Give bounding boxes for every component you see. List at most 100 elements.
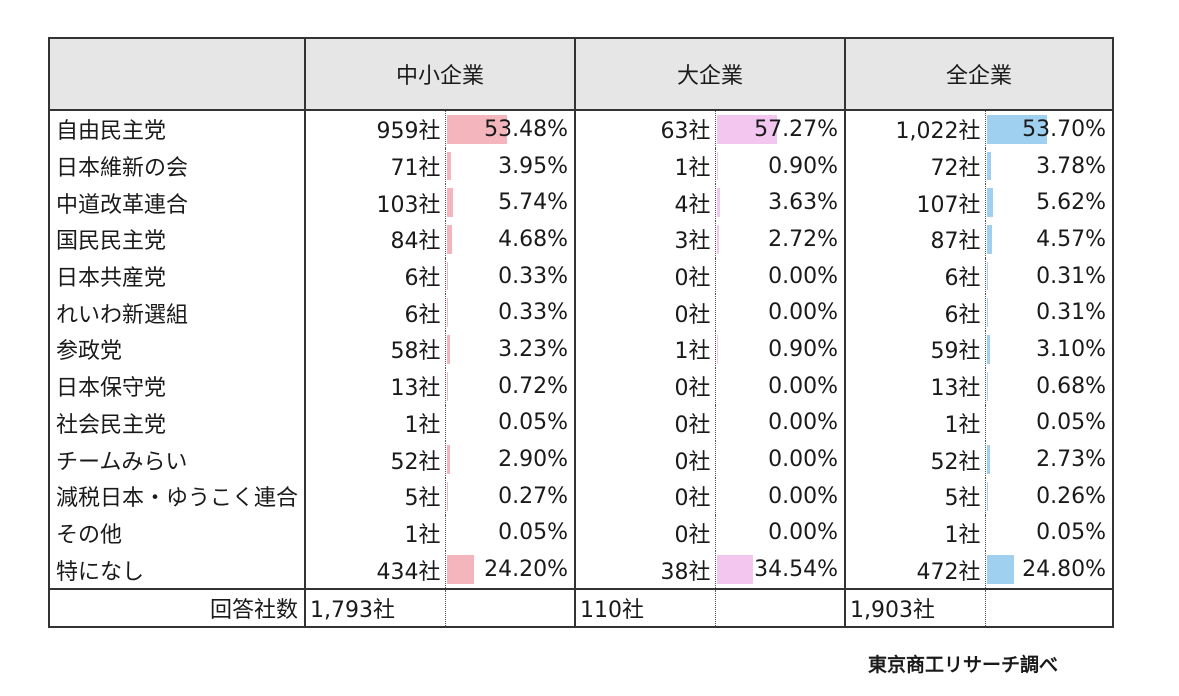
small-percent-bar (446, 555, 474, 584)
small-percent-cell: 53.48% (445, 110, 575, 148)
large-percent-bar (716, 151, 718, 181)
small-percent-cell: 5.74% (445, 184, 575, 221)
survey-table: 中小企業 大企業 全企業 自由民主党 959社 53.48% 63社 57.27% 1,0… (48, 37, 1114, 628)
small-percent-cell: 3.23% (445, 331, 575, 368)
small-count-cell: 434社 (304, 551, 446, 589)
small-count-cell: 6社 (304, 257, 446, 295)
party-name: 減税日本・ゆうこく連合 (56, 486, 299, 512)
large-percent-label: 34.54% (754, 557, 838, 583)
table-row: 社会民主党 1社 0.05% 0社 0.00% 1社 0.05% (49, 404, 1113, 442)
large-count-cell: 63社 (574, 110, 716, 148)
all-percent-label: 4.57% (1036, 226, 1106, 252)
party-name: 国民民主党 (56, 229, 167, 255)
all-percent-cell: 2.73% (985, 441, 1113, 478)
total-large-count: 110社 (574, 587, 716, 627)
party-name: 日本保守党 (56, 376, 167, 402)
large-percent-cell: 0.90% (715, 148, 845, 185)
header-row: 中小企業 大企業 全企業 (49, 38, 1113, 111)
small-percent-label: 0.27% (498, 483, 568, 509)
small-count-cell: 959社 (304, 110, 446, 148)
large-count-cell: 1社 (574, 331, 716, 368)
all-count-cell: 72社 (844, 147, 986, 185)
small-percent-cell: 0.72% (445, 368, 575, 405)
all-percent-bar (986, 115, 1047, 144)
small-count-cell: 6社 (304, 294, 446, 332)
small-percent-cell: 0.05% (445, 405, 575, 442)
small-percent-cell: 2.90% (445, 441, 575, 478)
large-count-cell: 0社 (574, 294, 716, 332)
all-count-cell: 59社 (844, 331, 986, 368)
all-percent-bar (986, 151, 991, 181)
all-percent-label: 0.05% (1036, 410, 1106, 436)
table-row: 減税日本・ゆうこく連合 5社 0.27% 0社 0.00% 5社 0.26% (49, 477, 1113, 515)
small-percent-label: 0.05% (498, 520, 568, 546)
all-percent-label: 0.31% (1036, 300, 1106, 326)
small-percent-bar (446, 445, 450, 474)
table-row: 日本維新の会 71社 3.95% 1社 0.90% 72社 3.78% (49, 147, 1113, 185)
small-percent-label: 0.05% (498, 410, 568, 436)
all-count-cell: 52社 (844, 441, 986, 478)
large-percent-label: 0.00% (768, 300, 838, 326)
small-percent-bar (446, 115, 507, 144)
all-percent-cell: 0.68% (985, 368, 1113, 405)
total-row: 回答社数 1,793社 110社 1,903社 (49, 587, 1113, 627)
small-percent-label: 3.95% (498, 153, 568, 179)
large-count-cell: 4社 (574, 184, 716, 222)
all-percent-label: 0.26% (1036, 483, 1106, 509)
small-count-cell: 84社 (304, 221, 446, 258)
small-percent-cell: 0.05% (445, 515, 575, 552)
large-percent-cell: 0.00% (715, 368, 845, 405)
small-percent-label: 0.33% (498, 263, 568, 289)
party-name: チームみらい (56, 449, 188, 475)
table-row: 日本保守党 13社 0.72% 0社 0.00% 13社 0.68% (49, 367, 1113, 405)
table-row: その他 1社 0.05% 0社 0.00% 1社 0.05% (49, 514, 1113, 552)
large-percent-label: 0.00% (768, 263, 838, 289)
header-all-business: 全企業 (844, 38, 1113, 111)
all-percent-cell: 4.57% (985, 221, 1113, 258)
all-percent-cell: 0.31% (985, 294, 1113, 331)
large-percent-bar (716, 115, 777, 144)
small-count-cell: 58社 (304, 331, 446, 368)
party-name: 自由民主党 (56, 119, 167, 145)
small-percent-label: 53.48% (484, 116, 568, 142)
small-count-cell: 1社 (304, 514, 446, 552)
all-percent-bar (986, 371, 988, 401)
small-percent-cell: 0.27% (445, 478, 575, 515)
large-percent-cell: 0.90% (715, 331, 845, 368)
large-percent-label: 57.27% (754, 116, 838, 142)
table-row: 日本共産党 6社 0.33% 0社 0.00% 6社 0.31% (49, 257, 1113, 295)
table-body: 自由民主党 959社 53.48% 63社 57.27% 1,022社 53.70% 日本維新… (49, 110, 1113, 589)
large-percent-cell: 0.00% (715, 294, 845, 331)
large-percent-label: 0.00% (768, 447, 838, 473)
party-name: 社会民主党 (56, 412, 167, 438)
all-percent-bar (986, 225, 992, 254)
all-percent-label: 0.31% (1036, 263, 1106, 289)
small-percent-bar (446, 335, 451, 364)
large-count-cell: 1社 (574, 147, 716, 185)
table-row: 国民民主党 84社 4.68% 3社 2.72% 87社 4.57% (49, 221, 1113, 258)
small-percent-cell: 24.20% (445, 551, 575, 589)
large-percent-cell: 0.00% (715, 258, 845, 295)
large-percent-label: 0.00% (768, 520, 838, 546)
all-percent-cell: 3.10% (985, 331, 1113, 368)
all-count-cell: 13社 (844, 367, 986, 405)
all-percent-bar (986, 188, 993, 218)
small-percent-cell: 3.95% (445, 148, 575, 185)
header-corner-cell (49, 38, 305, 111)
all-count-cell: 87社 (844, 221, 986, 258)
all-percent-cell: 0.26% (985, 478, 1113, 515)
header-large-business: 大企業 (574, 38, 845, 111)
source-credit: 東京商工リサーチ調べ (868, 654, 1059, 676)
all-percent-bar (986, 555, 1015, 584)
small-percent-cell: 4.68% (445, 221, 575, 258)
small-percent-bar (446, 151, 451, 181)
large-percent-label: 0.00% (768, 373, 838, 399)
large-percent-cell: 0.00% (715, 478, 845, 515)
total-label: 回答社数 (49, 587, 305, 627)
table-row: 特になし 434社 24.20% 38社 34.54% 472社 24.80% (49, 551, 1113, 589)
large-percent-label: 3.63% (768, 190, 838, 216)
small-percent-bar (446, 188, 453, 218)
all-percent-cell: 3.78% (985, 148, 1113, 185)
large-percent-bar (716, 188, 721, 218)
party-name: 特になし (56, 559, 145, 585)
